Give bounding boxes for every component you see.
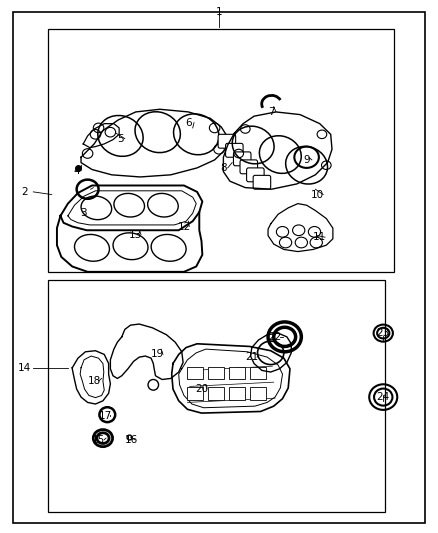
Text: 11: 11	[313, 232, 326, 242]
Text: 10: 10	[311, 190, 324, 199]
Text: 5: 5	[117, 134, 124, 143]
Text: 20: 20	[195, 384, 208, 394]
Text: 16: 16	[125, 435, 138, 445]
Text: 13: 13	[129, 230, 142, 239]
Bar	[229, 367, 245, 379]
Text: 3: 3	[80, 208, 87, 218]
Text: 6: 6	[185, 118, 192, 127]
Text: 19: 19	[151, 350, 164, 359]
Bar	[48, 280, 385, 512]
Bar	[229, 387, 245, 400]
Bar	[48, 29, 394, 272]
Bar	[187, 387, 203, 400]
FancyBboxPatch shape	[247, 168, 264, 182]
FancyBboxPatch shape	[226, 143, 243, 157]
FancyBboxPatch shape	[240, 160, 258, 174]
Text: 1: 1	[215, 7, 223, 17]
Bar	[250, 367, 266, 379]
Text: 14: 14	[18, 363, 31, 373]
Text: 18: 18	[88, 376, 101, 386]
Bar	[208, 367, 224, 379]
Text: 15: 15	[92, 435, 105, 445]
Text: 23: 23	[377, 328, 390, 338]
Text: 22: 22	[268, 332, 282, 342]
Bar	[250, 387, 266, 400]
Text: 17: 17	[99, 411, 112, 421]
Text: 24: 24	[377, 392, 390, 402]
Text: 9: 9	[303, 155, 310, 165]
Text: 2: 2	[21, 187, 28, 197]
Text: 7: 7	[268, 107, 275, 117]
FancyBboxPatch shape	[218, 134, 236, 148]
Text: 4: 4	[73, 166, 80, 175]
Text: 21: 21	[245, 352, 258, 362]
Bar	[187, 367, 203, 379]
Bar	[208, 387, 224, 400]
Text: 12: 12	[177, 222, 191, 231]
Text: 8: 8	[220, 163, 227, 173]
FancyBboxPatch shape	[253, 175, 271, 189]
FancyBboxPatch shape	[233, 152, 251, 166]
